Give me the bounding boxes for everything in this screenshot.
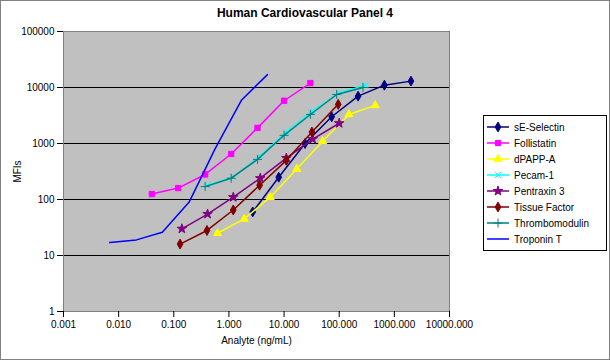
html-text:Pecam-1: Pecam-1	[514, 169, 554, 181]
html-text:Troponin T: Troponin T	[514, 233, 562, 245]
svg-text:Analyte (ng/mL): Analyte (ng/mL)	[221, 335, 292, 346]
svg-text:1: 1	[49, 306, 55, 317]
svg-text:100: 100	[38, 194, 55, 205]
svg-text:0.100: 0.100	[161, 319, 186, 330]
html-text:Tissue Factor: Tissue Factor	[514, 201, 575, 213]
html-text:sE-Selectin: sE-Selectin	[514, 121, 565, 133]
html-text:dPAPP-A: dPAPP-A	[514, 153, 556, 165]
svg-text:100000: 100000	[21, 26, 55, 37]
svg-text:1.000: 1.000	[216, 319, 241, 330]
svg-text:10000.000: 10000.000	[426, 319, 474, 330]
html-text:Human Cardiovascular Panel 4: Human Cardiovascular Panel 4	[217, 6, 393, 20]
svg-text:10.000: 10.000	[269, 319, 300, 330]
svg-text:0.001: 0.001	[51, 319, 76, 330]
svg-text:1000.000: 1000.000	[373, 319, 415, 330]
svg-text:0.010: 0.010	[106, 319, 131, 330]
svg-text:100.000: 100.000	[321, 319, 358, 330]
svg-text:1000: 1000	[32, 138, 55, 149]
html-text:Follistatin: Follistatin	[514, 137, 557, 149]
svg-text:10: 10	[43, 250, 55, 261]
svg-text:MFIs: MFIs	[12, 160, 23, 182]
html-text:Pentraxin 3: Pentraxin 3	[514, 185, 565, 197]
html-text:Thrombomodulin: Thrombomodulin	[514, 217, 589, 229]
svg-text:10000: 10000	[27, 82, 55, 93]
